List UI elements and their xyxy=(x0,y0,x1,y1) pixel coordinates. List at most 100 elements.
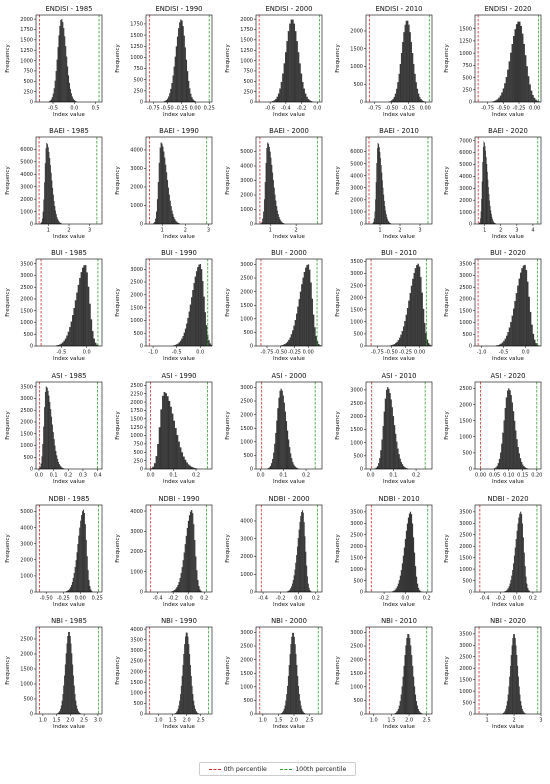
y-tick-label: 1000 xyxy=(20,443,33,449)
axes-frame xyxy=(474,258,542,347)
panel-ndbi-2010: NDBI - 2010 -0.2 0.0 0.2 0 500 1000 1500 2000 250… xyxy=(335,495,433,608)
histogram-bar xyxy=(82,509,85,593)
histogram-bar xyxy=(84,524,86,593)
y-tick-label: 2000 xyxy=(350,544,363,550)
panel-asi-1985: ASI - 1985 0.0 0.1 0.2 0.3 0.4 0 500 1000 1500 200… xyxy=(5,372,103,485)
y-tick-label: 2000 xyxy=(240,554,253,560)
histogram-bar xyxy=(404,539,407,593)
histogram-bar xyxy=(535,343,537,347)
y-tick-label: 3500 xyxy=(459,510,472,516)
histogram-bar xyxy=(70,643,72,715)
y-tick-label: 2000 xyxy=(459,198,472,204)
y-tick-label: 2500 xyxy=(350,644,363,650)
histogram-bar xyxy=(408,634,410,715)
histogram-bar xyxy=(91,331,94,347)
x-tick-label: -0.75 xyxy=(371,350,384,356)
y-tick-label: 2000 xyxy=(240,412,253,418)
panel-baei-1990: BAEI - 1990 1 2 3 0 1000 2000 3000 4000 Index val… xyxy=(115,127,213,240)
y-axis-label: Frequency xyxy=(335,534,341,563)
x-tick-label: -0.75 xyxy=(368,106,381,112)
histogram-bar xyxy=(62,694,64,715)
histogram-bar xyxy=(265,163,267,225)
histogram-bar xyxy=(277,408,279,470)
y-tick-label: 0 xyxy=(360,590,363,596)
histogram-bar xyxy=(277,214,279,225)
x-tick-label: 2 xyxy=(295,228,298,234)
histogram-bar xyxy=(68,631,70,715)
histogram-bar xyxy=(511,575,513,593)
histogram-bar xyxy=(508,686,510,715)
histogram-bar xyxy=(80,272,83,347)
y-tick-label: 0 xyxy=(30,100,33,106)
histogram-bar xyxy=(387,220,389,225)
histogram-bar xyxy=(400,694,402,715)
histogram-bar xyxy=(524,55,527,103)
histogram-bar xyxy=(272,172,274,225)
y-axis-label: Frequency xyxy=(225,288,231,317)
histogram-bar xyxy=(205,325,208,347)
histogram-bar xyxy=(291,458,293,470)
y-axis-label: Frequency xyxy=(225,411,231,440)
panel-title: ENDISI - 1985 xyxy=(45,5,92,13)
histogram-bar xyxy=(178,581,180,593)
x-tick-label: -0.4 xyxy=(480,596,490,602)
y-tick-label: 1000 xyxy=(459,689,472,695)
y-tick-label: 1500 xyxy=(240,38,253,44)
y-tick-label: 0 xyxy=(469,712,472,718)
histogram-bar xyxy=(512,411,515,470)
x-axis-label: Index value xyxy=(163,602,196,608)
histogram-bar xyxy=(189,88,191,103)
y-tick-label: 1000 xyxy=(20,682,33,688)
x-tick-label: -0.25 xyxy=(402,106,415,112)
y-tick-label: 500 xyxy=(23,79,33,85)
histogram-bar xyxy=(58,221,60,225)
panel-title: BUI - 2020 xyxy=(490,249,526,257)
histogram-bar xyxy=(384,398,387,470)
x-axis-label: Index value xyxy=(53,234,86,240)
y-tick-label: 2000 xyxy=(240,289,253,295)
histogram-bar xyxy=(72,578,74,593)
axes-frame xyxy=(474,14,542,103)
y-tick-label: 2000 xyxy=(350,414,363,420)
y-tick-label: 1000 xyxy=(130,569,143,575)
y-tick-label: 750 xyxy=(23,69,33,75)
histogram-bar xyxy=(183,654,185,715)
histogram-bar xyxy=(290,19,293,103)
x-tick-label: 0.1 xyxy=(389,473,397,479)
x-tick-label: -0.50 xyxy=(385,350,398,356)
histogram-bar xyxy=(63,28,65,103)
histogram-bar xyxy=(93,338,95,347)
histogram-bar xyxy=(520,511,522,593)
y-tick-label: 0 xyxy=(469,467,472,473)
y-tick-label: 500 xyxy=(353,454,363,460)
y-tick-label: 0 xyxy=(250,344,253,350)
histogram-bar xyxy=(295,313,298,347)
y-tick-label: 750 xyxy=(133,442,143,448)
histogram-bar xyxy=(276,420,278,470)
histogram-bar xyxy=(189,511,192,593)
histogram-bar xyxy=(524,566,526,593)
y-tick-label: 6000 xyxy=(459,150,472,156)
histogram-bar xyxy=(86,272,88,347)
panel-endisi-1990: ENDISI - 1990 -0.75 -0.50 -0.25 0.00 0.25 0 250… xyxy=(115,5,215,118)
y-tick-label: 1000 xyxy=(350,567,363,573)
x-tick-label: -0.50 xyxy=(385,106,398,112)
histogram-bar xyxy=(74,300,77,347)
y-tick-label: 1750 xyxy=(240,27,253,33)
histogram-bar xyxy=(159,147,161,225)
histogram-bar xyxy=(275,432,277,470)
y-tick-label: 2500 xyxy=(350,401,363,407)
histogram-bar xyxy=(72,98,74,103)
histogram-bar xyxy=(191,297,193,347)
y-axis-label: Frequency xyxy=(225,166,231,195)
histogram-bar xyxy=(187,520,190,593)
x-axis-label: Index value xyxy=(383,234,416,240)
histogram-bar xyxy=(407,634,409,715)
axes-frame xyxy=(365,136,433,225)
axes-frame xyxy=(145,14,213,103)
histogram-bar xyxy=(155,218,157,225)
y-tick-label: 4000 xyxy=(130,627,143,633)
histogram-bar xyxy=(400,570,403,593)
histogram-bar xyxy=(49,158,51,225)
histogram-bar xyxy=(161,395,164,470)
